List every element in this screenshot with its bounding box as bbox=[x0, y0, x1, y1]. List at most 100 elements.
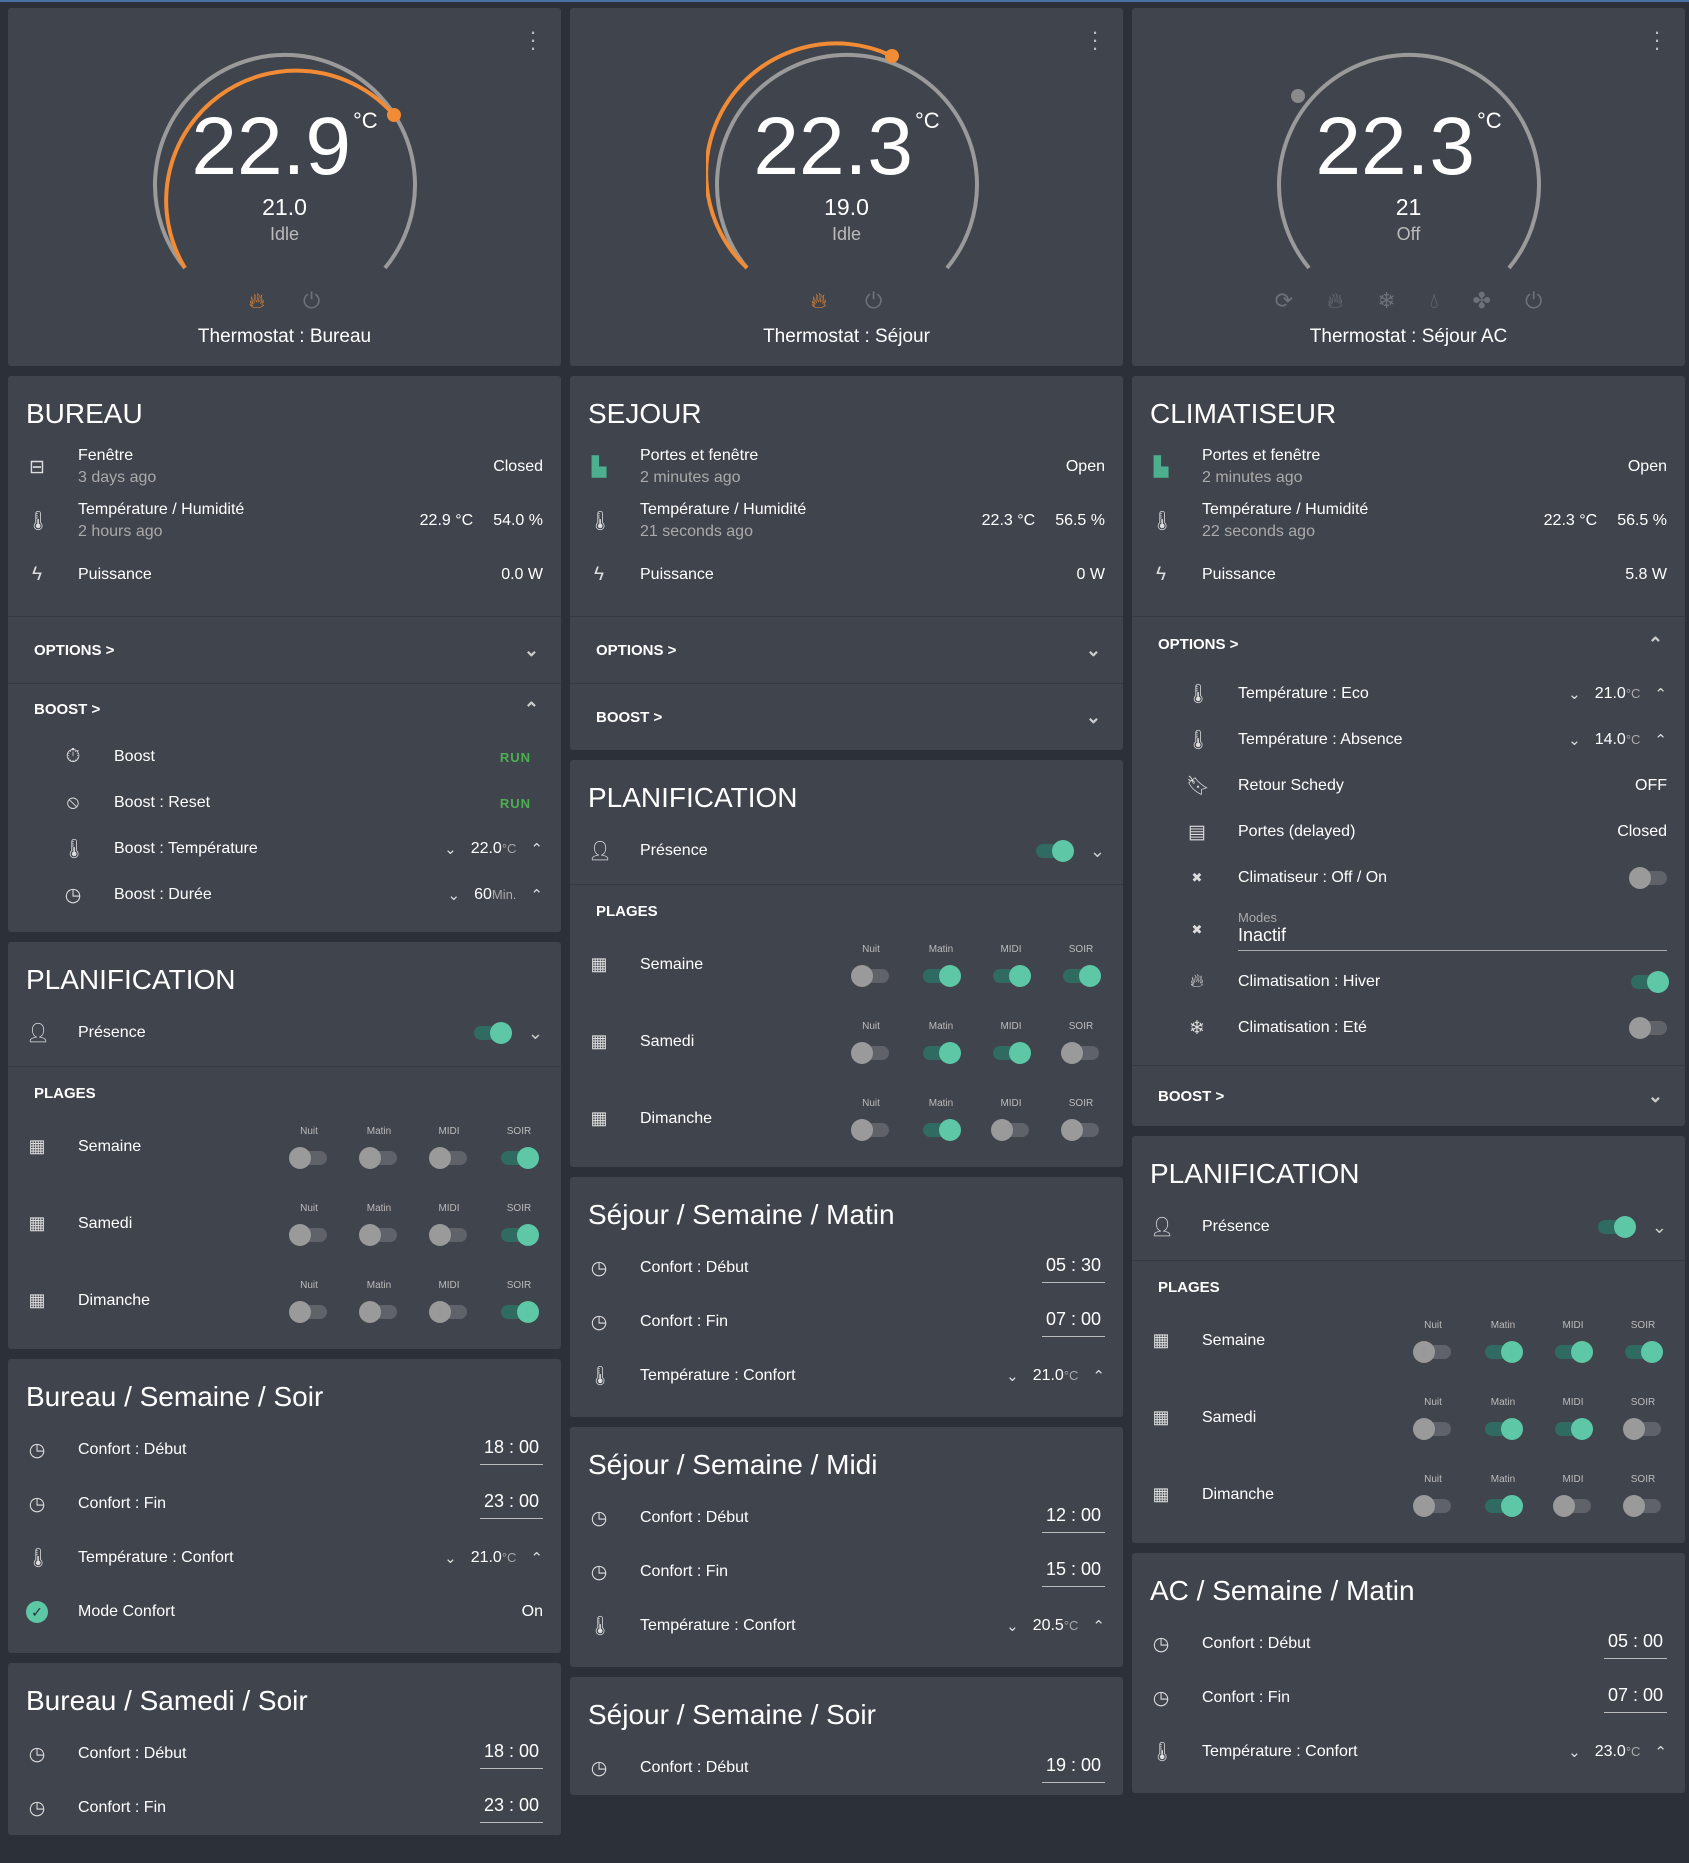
slot-toggle[interactable] bbox=[501, 1300, 539, 1323]
decrease-button[interactable]: ⌄ bbox=[444, 841, 457, 858]
slot-toggle[interactable] bbox=[1485, 1494, 1523, 1517]
slot-toggle[interactable] bbox=[851, 964, 889, 987]
slot-toggle[interactable] bbox=[991, 1118, 1029, 1141]
time-input[interactable]: 23 : 00 bbox=[479, 1489, 543, 1519]
slot-toggle[interactable] bbox=[429, 1300, 467, 1323]
option-row[interactable]: ▤ Portes (delayed) Closed bbox=[1132, 809, 1685, 855]
slot-toggle[interactable] bbox=[923, 964, 961, 987]
slot-toggle[interactable] bbox=[1555, 1417, 1593, 1440]
chevron-down-icon[interactable]: ⌄ bbox=[1089, 840, 1105, 861]
sensor-row[interactable]: 🌡︎ Température / Humidité 22 seconds ago 22… bbox=[1150, 501, 1667, 540]
slot-toggle[interactable] bbox=[923, 1118, 961, 1141]
slot-toggle[interactable] bbox=[1485, 1340, 1523, 1363]
time-input[interactable]: 18 : 00 bbox=[479, 1435, 543, 1465]
modes-select[interactable]: Modes Inactif bbox=[1238, 910, 1667, 951]
dial-handle[interactable] bbox=[387, 108, 401, 122]
slot-toggle[interactable] bbox=[429, 1146, 467, 1169]
time-input[interactable]: 19 : 00 bbox=[1041, 1753, 1105, 1783]
sensor-row[interactable]: ϟ Puissance 5.8 W bbox=[1132, 548, 1685, 602]
sensor-row[interactable]: ▙ Portes et fenêtre 2 minutes ago Open bbox=[1132, 440, 1685, 494]
increase-button[interactable]: ⌃ bbox=[1092, 1618, 1105, 1635]
run-button[interactable]: RUN bbox=[499, 749, 531, 765]
sensor-row[interactable]: ϟ Puissance 0 W bbox=[570, 548, 1123, 602]
boost-toggle[interactable]: BOOST > ⌄ bbox=[1158, 1085, 1663, 1106]
slot-toggle[interactable] bbox=[359, 1146, 397, 1169]
dial-handle[interactable] bbox=[885, 49, 899, 63]
slot-toggle[interactable] bbox=[1063, 964, 1101, 987]
sensor-row[interactable]: ϟ Puissance 0.0 W bbox=[8, 548, 561, 602]
increase-button[interactable]: ⌃ bbox=[530, 887, 543, 904]
slot-toggle[interactable] bbox=[851, 1041, 889, 1064]
sensor-row[interactable]: 🌡︎ Température / Humidité 2 hours ago 22.9 … bbox=[26, 501, 543, 540]
slot-toggle[interactable] bbox=[289, 1300, 327, 1323]
decrease-button[interactable]: ⌄ bbox=[444, 1550, 457, 1567]
slot-toggle[interactable] bbox=[1485, 1417, 1523, 1440]
time-input[interactable]: 05 : 30 bbox=[1041, 1253, 1105, 1283]
presence-row[interactable]: 👤︎ Présence ⌄ bbox=[1150, 1216, 1667, 1238]
slot-toggle[interactable] bbox=[1061, 1041, 1099, 1064]
slot-toggle[interactable] bbox=[429, 1223, 467, 1246]
increase-button[interactable]: ⌃ bbox=[1654, 1744, 1667, 1761]
dial-handle[interactable] bbox=[1291, 89, 1305, 103]
winter-toggle[interactable] bbox=[1631, 971, 1669, 993]
mode-row[interactable]: ✓ Mode Confort On bbox=[8, 1585, 561, 1639]
ac-toggle[interactable] bbox=[1629, 867, 1667, 889]
thermostat-dial[interactable] bbox=[1268, 34, 1550, 276]
more-menu-icon[interactable]: · · · bbox=[1653, 19, 1661, 60]
slot-toggle[interactable] bbox=[993, 964, 1031, 987]
presence-toggle[interactable] bbox=[1035, 840, 1074, 862]
option-row[interactable]: 🔖︎ Retour Schedy OFF bbox=[1186, 776, 1667, 797]
chevron-down-icon[interactable]: ⌄ bbox=[527, 1022, 543, 1043]
slot-toggle[interactable] bbox=[1625, 1340, 1663, 1363]
slot-toggle[interactable] bbox=[1553, 1494, 1591, 1517]
increase-button[interactable]: ⌃ bbox=[1654, 686, 1667, 703]
presence-toggle[interactable] bbox=[1597, 1216, 1636, 1238]
time-input[interactable]: 23 : 00 bbox=[479, 1793, 543, 1823]
decrease-button[interactable]: ⌄ bbox=[1006, 1618, 1019, 1635]
chevron-down-icon[interactable]: ⌄ bbox=[1651, 1216, 1667, 1237]
slot-toggle[interactable] bbox=[851, 1118, 889, 1141]
slot-toggle[interactable] bbox=[289, 1223, 327, 1246]
power-icon[interactable]: ⏻ bbox=[1524, 288, 1543, 313]
increase-button[interactable]: ⌃ bbox=[1092, 1368, 1105, 1385]
boost-toggle[interactable]: BOOST > ⌃ bbox=[34, 698, 539, 719]
slot-toggle[interactable] bbox=[923, 1041, 961, 1064]
presence-toggle[interactable] bbox=[473, 1022, 512, 1044]
increase-button[interactable]: ⌃ bbox=[1654, 732, 1667, 749]
sensor-row[interactable]: 🌡︎ Température / Humidité 21 seconds ago 22… bbox=[588, 501, 1105, 540]
run-button[interactable]: RUN bbox=[499, 795, 531, 811]
slot-toggle[interactable] bbox=[993, 1041, 1031, 1064]
power-icon[interactable]: ⏻ bbox=[302, 288, 321, 313]
slot-toggle[interactable] bbox=[1413, 1340, 1451, 1363]
time-input[interactable]: 12 : 00 bbox=[1041, 1503, 1105, 1533]
time-input[interactable]: 05 : 00 bbox=[1603, 1629, 1667, 1659]
slot-toggle[interactable] bbox=[501, 1223, 539, 1246]
flame-icon[interactable]: 🔥︎ bbox=[810, 288, 827, 313]
slot-toggle[interactable] bbox=[1623, 1494, 1661, 1517]
slot-toggle[interactable] bbox=[359, 1223, 397, 1246]
presence-row[interactable]: 👤︎ Présence ⌄ bbox=[588, 840, 1105, 862]
sensor-row[interactable]: ⊟ Fenêtre 3 days ago Closed bbox=[8, 440, 561, 494]
decrease-button[interactable]: ⌄ bbox=[1568, 1744, 1581, 1761]
more-menu-icon[interactable]: · · · bbox=[1091, 19, 1099, 60]
decrease-button[interactable]: ⌄ bbox=[1568, 732, 1581, 749]
refresh-auto-icon[interactable]: ⟳ bbox=[1274, 288, 1294, 313]
fan-icon[interactable]: ✤ bbox=[1472, 288, 1491, 313]
slot-toggle[interactable] bbox=[1413, 1417, 1451, 1440]
time-input[interactable]: 07 : 00 bbox=[1603, 1683, 1667, 1713]
power-icon[interactable]: ⏻ bbox=[864, 288, 883, 313]
slot-toggle[interactable] bbox=[1623, 1417, 1661, 1440]
decrease-button[interactable]: ⌄ bbox=[1006, 1368, 1019, 1385]
flame-icon[interactable]: 🔥︎ bbox=[1327, 288, 1344, 313]
summer-toggle[interactable] bbox=[1629, 1017, 1667, 1039]
time-input[interactable]: 18 : 00 bbox=[479, 1739, 543, 1769]
options-toggle[interactable]: OPTIONS > ⌃ bbox=[1158, 633, 1663, 654]
more-menu-icon[interactable]: · · · bbox=[529, 19, 537, 60]
slot-toggle[interactable] bbox=[289, 1146, 327, 1169]
water-drop-icon[interactable]: 💧︎ bbox=[1429, 288, 1439, 313]
slot-toggle[interactable] bbox=[359, 1300, 397, 1323]
snowflake-icon[interactable]: ❄ bbox=[1377, 288, 1396, 313]
slot-toggle[interactable] bbox=[1555, 1340, 1593, 1363]
slot-toggle[interactable] bbox=[501, 1146, 539, 1169]
slot-toggle[interactable] bbox=[1413, 1494, 1451, 1517]
